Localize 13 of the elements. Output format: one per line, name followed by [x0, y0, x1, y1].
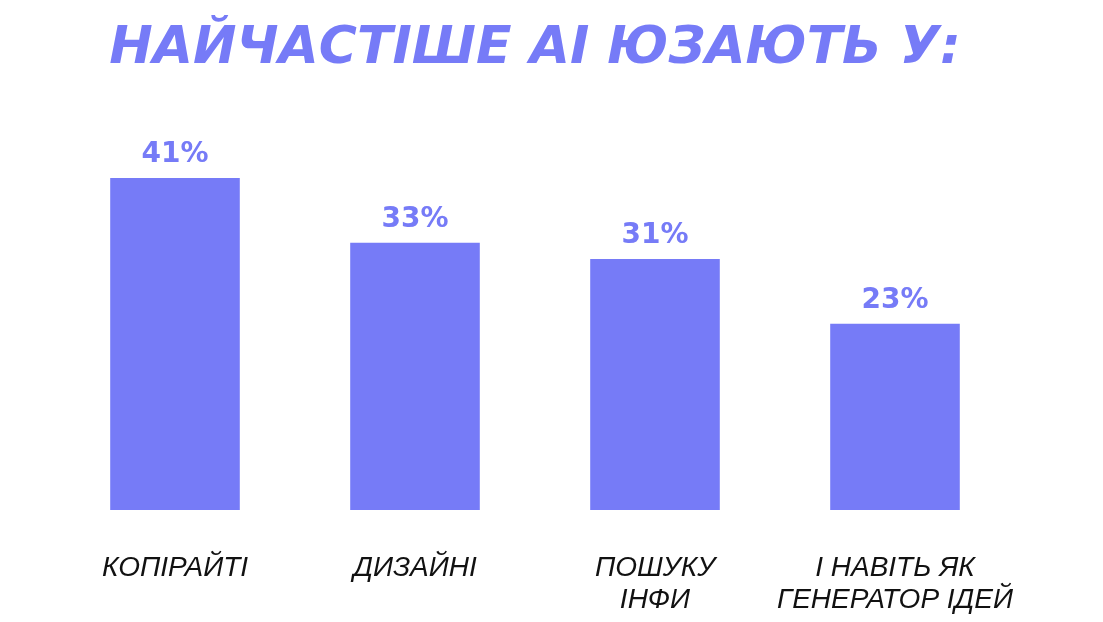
bar	[350, 242, 480, 510]
x-tick-label: ПОШУКУ ІНФИ	[594, 551, 719, 614]
bar	[110, 178, 240, 510]
x-tick-label: І НАВІТЬ ЯК ГЕНЕРАТОР ІДЕЙ	[776, 551, 1015, 614]
bar	[590, 258, 720, 510]
chart-title: НАЙЧАСТІШЕ АІ ЮЗАЮТЬ У:	[109, 15, 961, 75]
x-tick-label: КОПІРАЙТІ	[101, 550, 249, 582]
data-label: 31%	[621, 216, 689, 250]
data-label: 41%	[141, 136, 209, 169]
bar	[830, 323, 960, 510]
x-tick-label: ДИЗАЙНІ	[350, 550, 478, 582]
data-label: 23%	[861, 281, 929, 315]
data-label: 33%	[381, 200, 449, 234]
